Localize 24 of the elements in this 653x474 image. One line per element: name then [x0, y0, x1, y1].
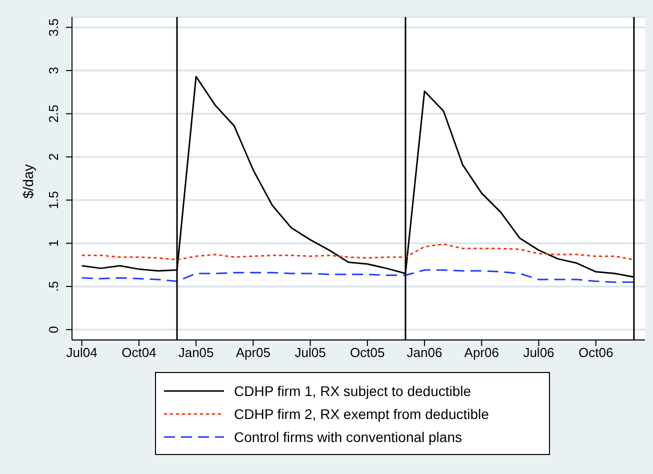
x-tick-label: Jan05	[178, 345, 214, 360]
legend-label: Control firms with conventional plans	[234, 428, 462, 444]
y-tick-label: 1	[46, 240, 61, 247]
x-tick-label: Oct04	[122, 345, 156, 360]
y-tick-label: 0	[46, 326, 61, 334]
x-tick-label: Jan06	[406, 345, 442, 360]
x-tick-label: Oct06	[578, 345, 614, 360]
y-tick-label: 2.5	[46, 104, 61, 123]
legend-label: CDHP firm 1, RX subject to deductible	[234, 382, 472, 398]
y-tick-label: 3	[46, 66, 61, 74]
y-axis-title: $/day	[20, 164, 36, 198]
line-series	[81, 243, 635, 260]
x-tick-label: Apr06	[464, 345, 499, 360]
y-tick-label: 3.5	[46, 18, 61, 36]
y-tick-label: 1.5	[46, 191, 61, 210]
x-tick-label: Oct05	[350, 345, 385, 360]
x-tick-label: Jul04	[66, 345, 98, 360]
x-tick-label: Jul06	[523, 345, 554, 360]
y-tick-label: 2	[46, 153, 61, 161]
line-series	[81, 269, 635, 283]
x-tick-label: Apr05	[236, 345, 271, 360]
x-tick-label: Jul05	[294, 345, 326, 360]
legend-label: CDHP firm 2, RX exempt from deductible	[234, 406, 489, 422]
y-tick-label: .5	[46, 281, 61, 292]
